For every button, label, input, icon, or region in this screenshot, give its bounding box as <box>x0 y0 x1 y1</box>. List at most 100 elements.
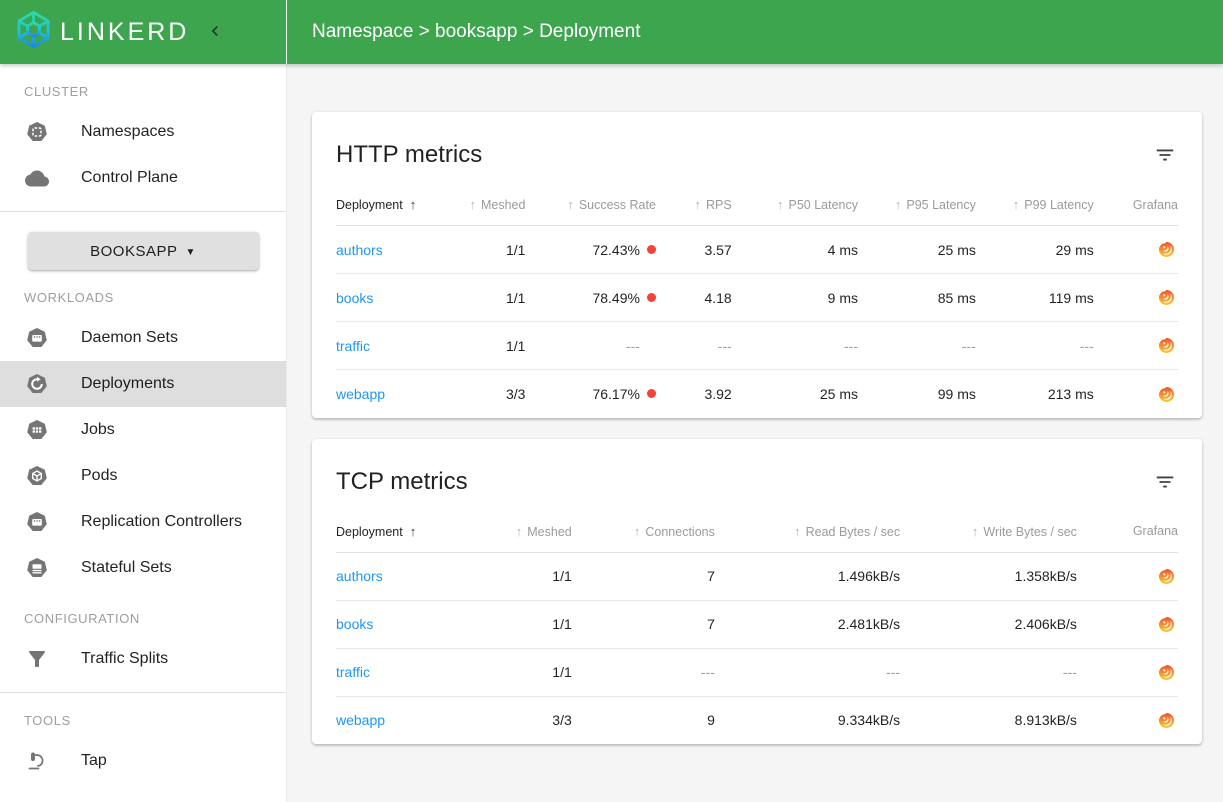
column-header-meshed[interactable]: ↑ Meshed <box>437 173 526 226</box>
section-title-tools: TOOLS <box>24 713 71 728</box>
filter-list-icon <box>1154 149 1176 169</box>
linkerd-logo-icon <box>13 9 54 55</box>
column-header-deployment[interactable]: Deployment ↑ <box>336 499 446 553</box>
write-bytes-cell: 8.913kB/s <box>1014 712 1077 729</box>
deployment-link[interactable]: webapp <box>336 385 386 402</box>
deployment-link[interactable]: books <box>336 600 446 649</box>
grafana-link[interactable] <box>1076 552 1178 601</box>
column-header-connections[interactable]: ↑ Connections <box>571 499 715 553</box>
sidebar-item-daemon-sets[interactable]: Daemon Sets <box>0 315 286 361</box>
sidebar-item-replication-controllers[interactable]: Replication Controllers <box>0 499 286 545</box>
column-header-p99[interactable]: ↑ P99 Latency <box>975 173 1094 226</box>
daemon-set-icon <box>25 326 49 350</box>
sidebar-item-label: Tap <box>81 752 107 769</box>
replication-controller-icon <box>25 510 49 534</box>
connections-cell: 7 <box>571 552 715 601</box>
grafana-link[interactable] <box>1077 696 1178 744</box>
status-dot <box>646 293 656 302</box>
p99-cell: --- <box>975 321 1094 370</box>
app-header-brand: LINKERD <box>0 0 287 64</box>
grafana-link[interactable] <box>1093 225 1178 274</box>
write-bytes-cell: 1.358kB/s <box>900 552 1077 601</box>
sidebar-divider <box>0 692 286 693</box>
sidebar-item-pods[interactable]: Pods <box>0 453 286 499</box>
deployment-link[interactable]: webapp <box>336 712 386 729</box>
sidebar-item-stateful-sets[interactable]: Stateful Sets <box>0 545 286 591</box>
sidebar-item-control-plane[interactable]: Control Plane <box>0 155 286 201</box>
tcp-metrics-card: TCP metrics Deployment ↑ ↑ Meshed ↑ Connect… <box>312 438 1202 744</box>
meshed-cell: 3/3 <box>552 712 572 729</box>
p95-cell: 25 ms <box>858 225 976 274</box>
p99-cell: 119 ms <box>975 273 1094 322</box>
logo-wordmark: LINKERD <box>60 17 190 46</box>
section-title-configuration: CONFIGURATION <box>24 611 140 626</box>
sidebar-item-namespaces[interactable]: Namespaces <box>0 109 286 155</box>
cloud-icon <box>25 166 49 190</box>
sort-asc-icon: ↑ <box>409 523 417 539</box>
deployment-link[interactable]: authors <box>336 225 438 274</box>
rps-cell: 3.92 <box>704 385 732 402</box>
table-header-row: Deployment ↑ ↑ Meshed ↑ Success Rate ↑ RPS ↑… <box>336 173 1178 226</box>
tap-icon <box>25 749 49 773</box>
success-rate-cell: 76.17% <box>525 370 656 418</box>
table-row: webapp 3/3 76.17% 3.92 25 ms 99 ms 213 m… <box>336 370 1178 418</box>
table-row: authors 1/1 7 1.496kB/s 1.358kB/s <box>336 552 1178 601</box>
grafana-link[interactable] <box>1076 600 1178 649</box>
sidebar-item-label: Namespaces <box>81 123 175 140</box>
column-header-p95[interactable]: ↑ P95 Latency <box>858 173 976 226</box>
deployment-link[interactable]: authors <box>336 552 446 601</box>
column-header-write-bytes[interactable]: ↑ Write Bytes / sec <box>900 499 1077 553</box>
read-bytes-cell: 2.481kB/s <box>714 600 901 649</box>
meshed-cell: 3/3 <box>505 385 526 402</box>
sort-icon: ↑ <box>894 197 902 212</box>
main-content: HTTP metrics Deployment ↑ ↑ Meshed ↑ Succes… <box>287 0 1223 744</box>
success-rate-cell: --- <box>525 321 656 370</box>
deployment-link[interactable]: traffic <box>336 648 446 697</box>
column-header-rps[interactable]: ↑ RPS <box>655 173 732 226</box>
breadcrumb[interactable]: Namespace > booksapp > Deployment <box>312 21 641 42</box>
deployment-link[interactable]: books <box>336 273 438 322</box>
filter-button[interactable] <box>1150 140 1180 173</box>
column-header-grafana: Grafana <box>1093 173 1178 226</box>
namespace-selector-button[interactable]: BOOKSAPP ▼ <box>27 232 259 270</box>
grafana-link[interactable] <box>1093 321 1178 370</box>
sidebar-item-label: Replication Controllers <box>81 513 242 530</box>
meshed-cell: 1/1 <box>437 225 526 274</box>
sidebar-item-traffic-splits[interactable]: Traffic Splits <box>0 636 286 682</box>
column-header-deployment[interactable]: Deployment ↑ <box>336 173 438 226</box>
p99-cell: 29 ms <box>975 225 1094 274</box>
column-header-grafana: Grafana <box>1076 499 1178 553</box>
grafana-link[interactable] <box>1093 273 1178 322</box>
sort-icon: ↑ <box>567 197 574 212</box>
column-header-p50[interactable]: ↑ P50 Latency <box>731 173 858 226</box>
sidebar-item-label: Jobs <box>81 421 115 438</box>
tcp-metrics-title: TCP metrics <box>336 467 468 495</box>
meshed-cell: 1/1 <box>445 552 572 601</box>
sidebar-collapse-button[interactable] <box>205 21 225 44</box>
sidebar-item-jobs[interactable]: Jobs <box>0 407 286 453</box>
column-header-read-bytes[interactable]: ↑ Read Bytes / sec <box>714 499 901 553</box>
deployment-link[interactable]: traffic <box>336 321 438 370</box>
dropdown-caret-icon: ▼ <box>185 246 196 258</box>
filter-button[interactable] <box>1150 467 1180 500</box>
connections-cell: 9 <box>707 712 715 729</box>
sort-icon: ↑ <box>633 523 641 539</box>
rps-cell: --- <box>655 321 732 370</box>
sidebar-item-deployments[interactable]: Deployments <box>0 361 286 407</box>
chevron-left-icon <box>205 21 225 44</box>
column-header-success-rate[interactable]: ↑ Success Rate <box>525 173 656 226</box>
success-rate-cell: 72.43% <box>525 225 656 274</box>
sort-icon: ↑ <box>777 197 784 212</box>
section-title-workloads: WORKLOADS <box>24 290 114 305</box>
sidebar-item-tap[interactable]: Tap <box>0 738 286 784</box>
grafana-link[interactable] <box>1076 648 1178 697</box>
sidebar-item-label: Traffic Splits <box>81 650 169 667</box>
p95-cell: 99 ms <box>937 385 976 402</box>
sort-icon: ↑ <box>694 197 702 212</box>
table-row: traffic 1/1 --- --- --- <box>336 648 1178 697</box>
table-row: traffic 1/1 --- --- --- --- --- <box>336 321 1178 370</box>
funnel-icon <box>25 647 49 671</box>
sidebar-item-label: Deployments <box>81 375 175 392</box>
column-header-meshed[interactable]: ↑ Meshed <box>445 499 572 553</box>
grafana-link[interactable] <box>1094 370 1178 418</box>
